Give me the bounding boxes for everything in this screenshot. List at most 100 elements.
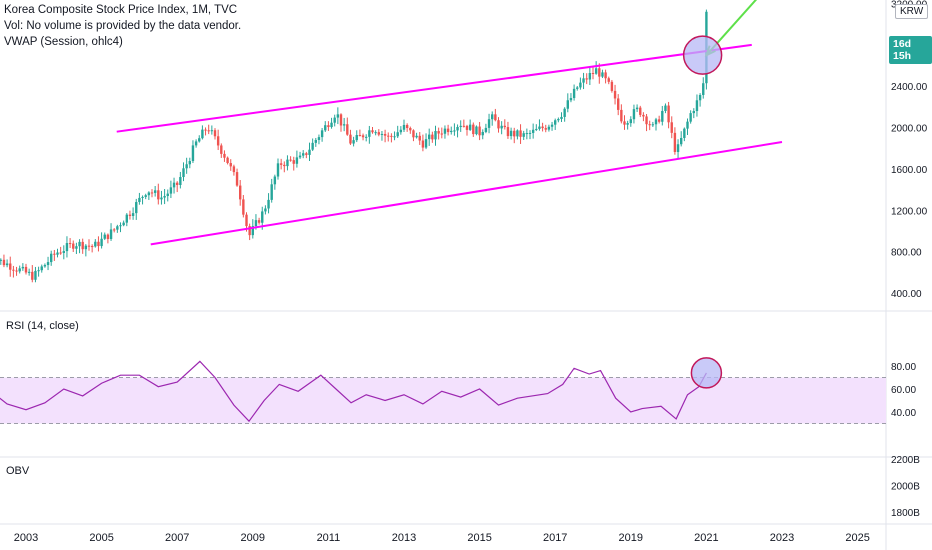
price-candle <box>465 125 469 130</box>
time-tick-label: 2017 <box>543 532 567 544</box>
price-candle <box>355 135 358 141</box>
time-tick-label: 2015 <box>467 532 491 544</box>
time-tick-label: 2005 <box>89 532 113 544</box>
legend-title[interactable]: Korea Composite Stock Price Index, 1M, T… <box>4 4 238 16</box>
price-candle <box>462 125 466 127</box>
price-candle <box>472 124 475 135</box>
price-candle <box>267 199 270 209</box>
currency-badge[interactable]: KRW <box>895 4 929 19</box>
price-candle <box>478 126 481 136</box>
price-candle <box>109 229 113 239</box>
price-candle <box>560 116 563 119</box>
price-candle <box>443 128 447 134</box>
price-candle <box>525 133 529 135</box>
price-candle <box>494 114 497 121</box>
price-candle <box>550 124 554 127</box>
time-tick-label: 2013 <box>392 532 416 544</box>
price-candle <box>283 164 286 167</box>
price-candle <box>491 114 494 120</box>
price-candle <box>232 166 236 173</box>
price-candle <box>664 105 667 111</box>
price-candle <box>295 157 299 164</box>
price-candle <box>531 129 535 133</box>
price-candle <box>273 176 277 185</box>
price-candle <box>365 136 368 138</box>
time-tick-label: 2021 <box>694 532 718 544</box>
price-candle <box>670 122 673 133</box>
price-candle <box>239 185 242 200</box>
price-candle <box>327 125 330 128</box>
price-candle <box>68 243 72 245</box>
price-candle <box>220 145 223 154</box>
price-candle <box>65 243 69 252</box>
price-candle <box>305 153 308 155</box>
price-candle <box>626 123 629 125</box>
price-candle <box>632 109 636 120</box>
price-candle <box>223 153 226 158</box>
price-candle <box>686 121 689 129</box>
price-candle <box>103 234 106 239</box>
price-candle <box>12 269 15 271</box>
price-candle <box>481 131 484 136</box>
price-candle <box>176 182 179 185</box>
price-candle <box>43 265 47 267</box>
price-candle <box>402 124 406 130</box>
legend-vwap[interactable]: VWAP (Session, ohlc4) <box>4 36 123 48</box>
price-candle <box>440 133 443 135</box>
price-candle <box>371 130 374 133</box>
obv-pane-title[interactable]: OBV <box>6 465 30 477</box>
price-candle <box>569 98 573 101</box>
price-candle <box>289 159 292 161</box>
price-candle <box>635 107 639 110</box>
rsi-highlight-circle <box>690 357 723 389</box>
rsi-tick-label: 80.00 <box>891 362 916 373</box>
price-candle <box>179 177 182 185</box>
price-candle <box>497 120 500 129</box>
price-candle <box>522 133 525 137</box>
price-candle <box>24 266 28 273</box>
price-candle <box>153 190 157 193</box>
price-candle <box>298 155 302 158</box>
candles <box>0 9 708 283</box>
price-candle <box>302 153 305 156</box>
time-tick-label: 2023 <box>770 532 794 544</box>
rsi-pane-title[interactable]: RSI (14, close) <box>6 320 79 332</box>
price-candle <box>594 68 598 74</box>
price-candle <box>94 241 97 247</box>
price-candle <box>207 130 210 132</box>
price-candle <box>421 140 425 148</box>
price-candle <box>194 141 198 146</box>
price-candle <box>396 132 399 137</box>
price-candle <box>689 113 692 122</box>
price-candle <box>393 136 396 138</box>
price-candle <box>645 116 648 125</box>
price-candle <box>182 168 185 178</box>
price-candle <box>204 129 207 131</box>
price-candle <box>229 163 232 167</box>
price-candle <box>276 163 280 177</box>
price-candle <box>383 133 387 136</box>
price-candle <box>683 128 686 138</box>
price-candle <box>538 126 541 129</box>
countdown-badge: 16d 15h <box>889 36 932 64</box>
price-candle <box>257 220 261 223</box>
time-tick-label: 2003 <box>14 532 38 544</box>
price-candle <box>361 135 365 138</box>
price-candle <box>324 125 327 131</box>
price-candle <box>661 110 664 122</box>
time-tick-label: 2025 <box>845 532 869 544</box>
price-candle <box>588 72 592 80</box>
rsi-tick-label: 60.00 <box>891 385 916 396</box>
price-candle <box>541 126 544 129</box>
price-candle <box>81 241 84 250</box>
price-candle <box>213 130 217 137</box>
price-candle <box>380 133 384 135</box>
price-candle <box>147 192 151 196</box>
price-candle <box>695 100 699 112</box>
price-candle <box>131 213 135 216</box>
price-tick-label: 1600.00 <box>891 165 928 176</box>
price-candle <box>9 263 12 270</box>
price-candle <box>657 119 661 122</box>
price-candle <box>128 214 132 216</box>
